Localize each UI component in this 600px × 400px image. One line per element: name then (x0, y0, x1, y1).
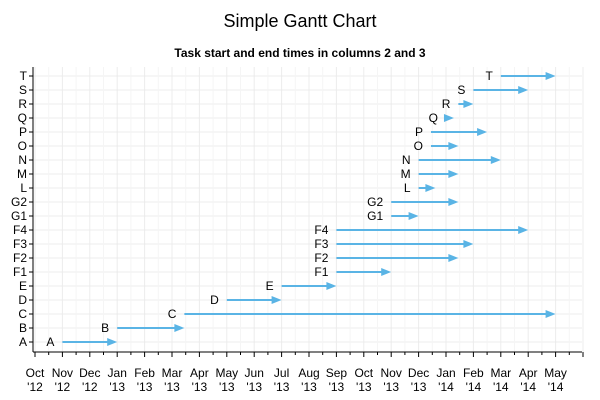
task-label-t: T (485, 69, 493, 83)
arrow-head-icon (448, 198, 459, 206)
x-tick-label: Nov '13 (381, 366, 402, 394)
y-tick-label: S (19, 83, 27, 97)
task-label-a: A (46, 335, 54, 349)
y-tick-label: G1 (11, 209, 27, 223)
arrow-head-icon (448, 170, 459, 178)
arrow-head-icon (271, 296, 282, 304)
x-tick-label: Apr '13 (190, 366, 209, 394)
x-tick-label: Feb '13 (134, 366, 155, 394)
arrow-head-icon (545, 72, 556, 80)
x-tick-label: Jun '13 (245, 366, 264, 394)
y-tick-label: M (17, 167, 27, 181)
x-tick-label: Sep '13 (326, 366, 348, 394)
task-label-r: R (442, 97, 451, 111)
task-label-f1: F1 (314, 265, 328, 279)
y-tick-label: R (18, 97, 27, 111)
arrow-head-icon (425, 184, 436, 192)
task-label-g1: G1 (367, 209, 383, 223)
x-tick-label: Nov '12 (52, 366, 73, 394)
x-tick-label: Dec '12 (79, 366, 100, 394)
task-label-l: L (404, 181, 411, 195)
arrow-head-icon (326, 282, 337, 290)
y-tick-label: F1 (13, 265, 27, 279)
x-tick-label: May '13 (215, 366, 238, 394)
y-tick-label: G2 (11, 195, 27, 209)
y-tick-label: D (18, 293, 27, 307)
x-tick-label: Jul '13 (274, 366, 290, 394)
arrow-head-icon (518, 86, 529, 94)
arrow-head-icon (463, 100, 474, 108)
x-tick-label: Oct '13 (354, 366, 373, 394)
task-label-c: C (168, 307, 177, 321)
arrow-head-icon (107, 338, 118, 346)
x-tick-label: Jan '13 (108, 366, 127, 394)
x-tick-label: Feb '14 (463, 366, 484, 394)
task-label-d: D (210, 293, 219, 307)
arrow-head-icon (490, 156, 501, 164)
x-tick-label: Dec '13 (408, 366, 429, 394)
arrow-head-icon (448, 142, 459, 150)
arrow-head-icon (381, 268, 392, 276)
chart-title: Simple Gantt Chart (223, 11, 376, 31)
y-tick-label: F2 (13, 251, 27, 265)
arrow-head-icon (174, 324, 185, 332)
task-label-m: M (401, 167, 411, 181)
x-tick-label: Jan '14 (436, 366, 455, 394)
task-label-p: P (415, 125, 423, 139)
task-label-b: B (101, 321, 109, 335)
y-tick-label: C (18, 307, 27, 321)
task-label-o: O (414, 139, 423, 153)
task-label-n: N (402, 153, 411, 167)
arrow-head-icon (443, 114, 454, 122)
y-tick-label: A (19, 335, 27, 349)
task-label-e: E (266, 279, 274, 293)
x-tick-label: Mar '14 (490, 366, 511, 394)
y-tick-label: N (18, 153, 27, 167)
y-tick-label: T (20, 69, 28, 83)
y-tick-label: L (20, 181, 27, 195)
task-label-q: Q (429, 111, 438, 125)
task-label-s: S (457, 83, 465, 97)
y-tick-label: E (19, 279, 27, 293)
x-tick-label: Mar '13 (162, 366, 183, 394)
arrow-head-icon (408, 212, 419, 220)
arrow-head-icon (477, 128, 488, 136)
task-label-g2: G2 (367, 195, 383, 209)
arrow-head-icon (545, 310, 556, 318)
chart-subtitle: Task start and end times in columns 2 an… (174, 46, 426, 60)
y-tick-label: O (18, 139, 27, 153)
y-tick-label: B (19, 321, 27, 335)
arrow-head-icon (463, 240, 474, 248)
x-tick-label: Oct '12 (26, 366, 45, 394)
grid (33, 67, 584, 352)
y-tick-label: F4 (13, 223, 27, 237)
task-label-f2: F2 (314, 251, 328, 265)
arrow-head-icon (448, 254, 459, 262)
task-label-f3: F3 (314, 237, 328, 251)
arrow-head-icon (518, 226, 529, 234)
x-tick-label: May '14 (544, 366, 567, 394)
x-tick-label: Aug '13 (298, 366, 319, 394)
y-tick-label: Q (18, 111, 27, 125)
y-tick-label: P (19, 125, 27, 139)
task-label-f4: F4 (314, 223, 328, 237)
x-tick-label: Apr '14 (519, 366, 538, 394)
y-tick-label: F3 (13, 237, 27, 251)
